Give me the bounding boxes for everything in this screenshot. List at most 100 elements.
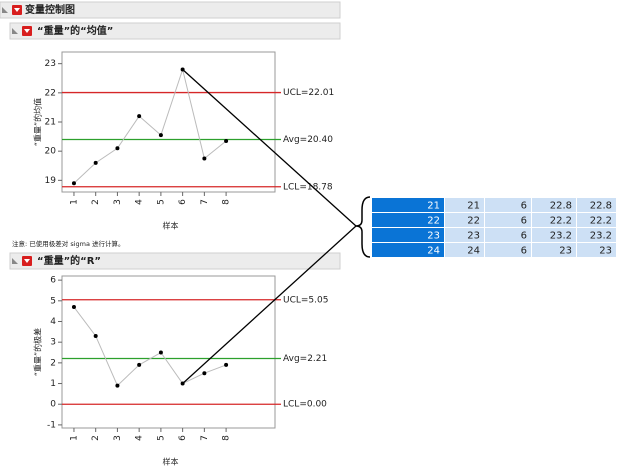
y-tick-label: 5 — [50, 296, 56, 306]
y-tick-label: 1 — [50, 379, 56, 389]
row-header-cell — [372, 213, 444, 227]
x-tick-label: 3 — [113, 199, 123, 205]
data-point — [224, 362, 229, 367]
x-tick-label: 6 — [178, 435, 188, 441]
cell-text: 23 — [599, 246, 612, 257]
outline-title: 变量控制图 — [25, 3, 75, 16]
y-tick-label: 3 — [50, 338, 56, 348]
disclosure-icon[interactable] — [2, 7, 8, 13]
y-tick-label: -1 — [47, 420, 56, 430]
x-tick-label: 4 — [135, 435, 145, 441]
data-point — [224, 138, 229, 143]
x-tick-label: 6 — [178, 199, 188, 205]
selection-link — [182, 69, 357, 227]
table-cell — [485, 213, 531, 227]
menu-icon — [14, 8, 20, 12]
x-tick-label: 2 — [91, 435, 101, 441]
y-tick-label: 2 — [50, 358, 56, 368]
note: 注意: 已使用极差对 sigma 进行计算。 — [12, 239, 125, 248]
data-point — [137, 114, 142, 119]
table-cell — [532, 243, 576, 257]
series-line — [73, 67, 227, 184]
x-tick-label: 7 — [200, 199, 210, 205]
brace — [355, 196, 371, 258]
data-point — [93, 333, 98, 338]
table-cell — [577, 228, 616, 242]
plot-frame — [61, 51, 276, 193]
data-point — [71, 181, 76, 186]
x-tick-label: 5 — [156, 435, 166, 441]
cell-text: 21 — [467, 201, 480, 212]
x-tick-label: 8 — [222, 199, 232, 205]
y-tick-label: 6 — [50, 276, 56, 286]
row-header-cell — [372, 228, 444, 242]
cell-text: 24 — [427, 246, 440, 257]
menu-icon — [24, 259, 30, 263]
cell-text: 22.8 — [550, 201, 572, 212]
cell-text: 23.2 — [590, 231, 612, 242]
y-tick-label: 20 — [45, 147, 57, 157]
plot-frame — [61, 275, 276, 429]
x-tick-label: 8 — [222, 435, 232, 441]
cell-text: 22.8 — [590, 201, 612, 212]
cell-text: 21 — [427, 201, 440, 212]
outline-bar — [9, 22, 341, 40]
x-tick-label: 7 — [200, 435, 210, 441]
table-cell — [445, 198, 484, 212]
cell-text: 22.2 — [590, 216, 612, 227]
x-tick-label: 2 — [91, 199, 101, 205]
table-cell — [485, 198, 531, 212]
table-cell — [445, 243, 484, 257]
selection-link — [182, 225, 357, 385]
row-header-cell — [372, 198, 444, 212]
row-header-cell — [372, 243, 444, 257]
y-tick-label: 0 — [50, 400, 56, 410]
data-point — [137, 362, 142, 367]
table-cell — [532, 198, 576, 212]
limit-label: LCL=0.00 — [283, 400, 327, 410]
data-point — [71, 305, 76, 310]
limit-label: Avg=2.21 — [283, 354, 327, 364]
limit-label: UCL=5.05 — [283, 295, 328, 305]
cell-text: 22.2 — [550, 216, 572, 227]
x-tick-label: 3 — [113, 435, 123, 441]
data-point — [158, 133, 163, 138]
outline-bar — [0, 1, 341, 19]
limit-label: Avg=20.40 — [283, 135, 333, 145]
y-axis-label: “重量”的均值 — [33, 98, 43, 146]
data-point — [202, 156, 207, 161]
x-tick-label: 5 — [156, 199, 166, 205]
data-point — [202, 371, 207, 376]
data-point — [115, 383, 120, 388]
x-tick-label: 1 — [69, 199, 79, 205]
series-line — [73, 306, 227, 387]
cell-text: 22 — [427, 216, 440, 227]
menu-icon — [24, 29, 30, 33]
cell-text: 6 — [521, 231, 527, 242]
table-cell — [532, 213, 576, 227]
cell-text: 22 — [467, 216, 480, 227]
cell-text: 23 — [559, 246, 572, 257]
y-tick-label: 22 — [45, 88, 56, 98]
data-point — [93, 160, 98, 165]
table-cell — [532, 228, 576, 242]
chart-title: “重量”的“R” — [37, 254, 101, 267]
cell-text: 23.2 — [550, 231, 572, 242]
cell-text: 6 — [521, 201, 527, 212]
table-cell — [577, 243, 616, 257]
data-point — [158, 350, 163, 355]
x-tick-label: 4 — [135, 199, 145, 205]
y-tick-label: 23 — [45, 59, 56, 69]
table-cell — [485, 228, 531, 242]
cell-text: 24 — [467, 246, 480, 257]
disclosure-icon[interactable] — [12, 28, 18, 34]
outline-bar — [9, 252, 341, 270]
disclosure-icon[interactable] — [12, 258, 18, 264]
cell-text: 6 — [521, 246, 527, 257]
cell-text: 23 — [427, 231, 440, 242]
table-cell — [577, 213, 616, 227]
x-axis-label: 样本 — [163, 221, 179, 231]
y-tick-label: 21 — [45, 118, 56, 128]
data-point — [115, 146, 120, 151]
